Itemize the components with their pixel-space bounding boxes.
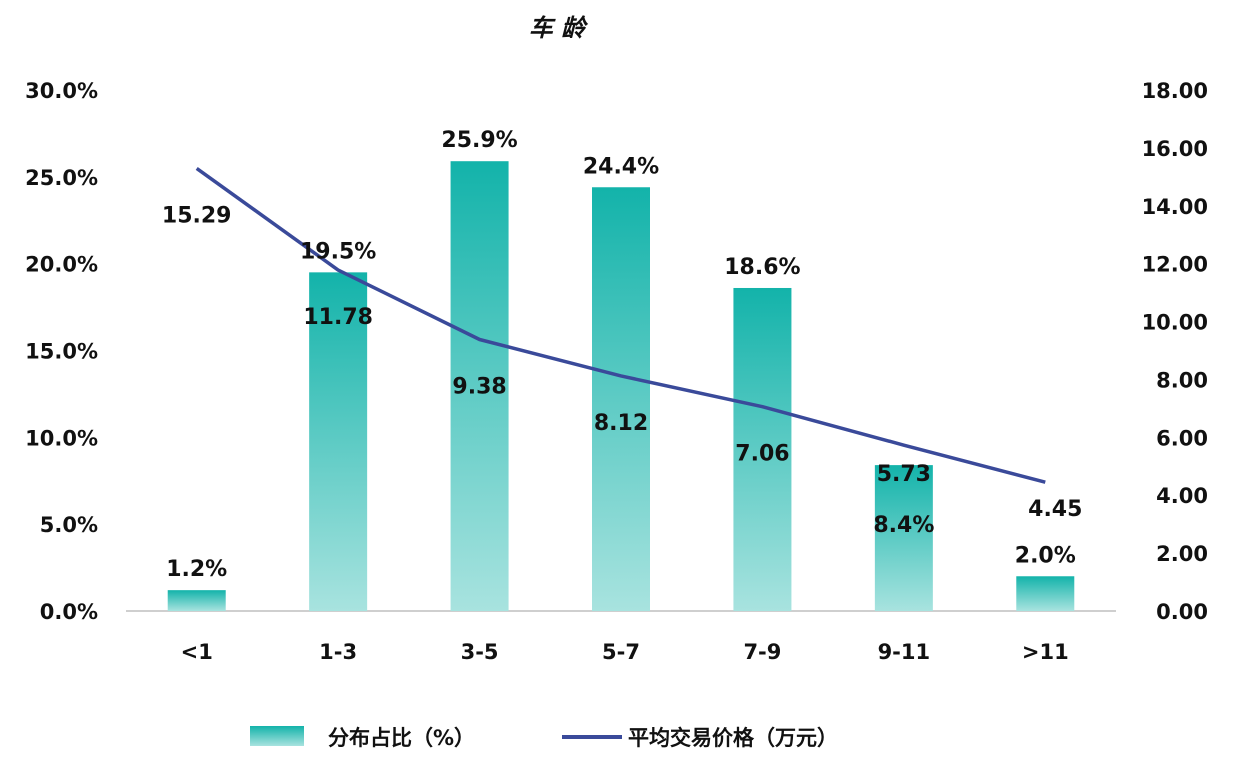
x-tick-label: 5-7 bbox=[602, 640, 640, 664]
y-left-tick-label: 10.0% bbox=[25, 426, 98, 450]
y-right-tick-label: 14.00 bbox=[1142, 195, 1208, 219]
y-left-tick-label: 0.0% bbox=[40, 600, 98, 624]
bar bbox=[450, 161, 509, 611]
x-tick-label: 3-5 bbox=[461, 640, 499, 664]
legend: 分布占比（%） 平均交易价格（万元） bbox=[250, 726, 838, 750]
y-left-tick-label: 25.0% bbox=[25, 166, 98, 190]
line-value-label: 8.12 bbox=[594, 411, 648, 436]
bar bbox=[592, 187, 650, 611]
axes: 0.0% 5.0% 10.0% 15.0% 20.0% 25.0% 30.0% 0.00 2.0… bbox=[25, 79, 1208, 664]
bar-value-label: 19.5% bbox=[300, 239, 376, 264]
y-right-tick-label: 18.00 bbox=[1142, 79, 1208, 103]
line-series bbox=[195, 167, 1046, 484]
bar bbox=[309, 272, 368, 611]
line-value-label: 7.06 bbox=[735, 442, 789, 467]
data-labels: 1.2% 19.5% 25.9% 24.4% 18.6% 8.4% 2.0% 15.29 11.… bbox=[162, 128, 1083, 582]
legend-bar-swatch bbox=[250, 726, 304, 746]
chart-title: 车 龄 bbox=[529, 14, 589, 42]
x-tick-label: 9-11 bbox=[878, 640, 931, 664]
bar bbox=[733, 287, 792, 611]
y-left-tick-label: 5.0% bbox=[40, 513, 98, 537]
bar bbox=[167, 590, 226, 611]
legend-bar-label: 分布占比（%） bbox=[328, 726, 475, 750]
line-value-label: 11.78 bbox=[303, 305, 373, 330]
bar-value-label: 18.6% bbox=[724, 255, 800, 280]
y-right-tick-label: 10.00 bbox=[1142, 311, 1208, 335]
x-tick-label: <1 bbox=[181, 640, 213, 664]
y-right-tick-label: 16.00 bbox=[1142, 137, 1208, 161]
y-right-tick-label: 12.00 bbox=[1142, 253, 1208, 277]
line-value-label: 15.29 bbox=[162, 203, 232, 228]
bar bbox=[1016, 576, 1075, 611]
y-right-tick-label: 0.00 bbox=[1156, 600, 1208, 624]
y-left-tick-label: 20.0% bbox=[25, 253, 98, 277]
x-tick-label: 7-9 bbox=[743, 640, 781, 664]
x-tick-label: 1-3 bbox=[319, 640, 357, 664]
line-value-label: 4.45 bbox=[1028, 497, 1082, 522]
y-left-tick-label: 30.0% bbox=[25, 79, 98, 103]
line-value-label: 5.73 bbox=[877, 462, 931, 487]
bar-value-label: 8.4% bbox=[873, 513, 934, 538]
x-tick-label: >11 bbox=[1022, 640, 1069, 664]
bar-series bbox=[167, 161, 1075, 611]
y-left-tick-label: 15.0% bbox=[25, 340, 98, 364]
line-value-label: 9.38 bbox=[452, 375, 506, 400]
bar-value-label: 25.9% bbox=[441, 128, 517, 153]
bar-value-label: 2.0% bbox=[1015, 543, 1076, 568]
price-line bbox=[195, 167, 1046, 484]
y-right-tick-label: 2.00 bbox=[1156, 542, 1208, 566]
legend-line-label: 平均交易价格（万元） bbox=[628, 726, 838, 750]
bar bbox=[874, 465, 933, 611]
bar-value-label: 1.2% bbox=[166, 557, 227, 582]
y-right-tick-label: 4.00 bbox=[1156, 484, 1208, 508]
y-right-tick-label: 8.00 bbox=[1156, 368, 1208, 392]
y-right-tick-label: 6.00 bbox=[1156, 426, 1208, 450]
bar-value-label: 24.4% bbox=[583, 154, 659, 179]
